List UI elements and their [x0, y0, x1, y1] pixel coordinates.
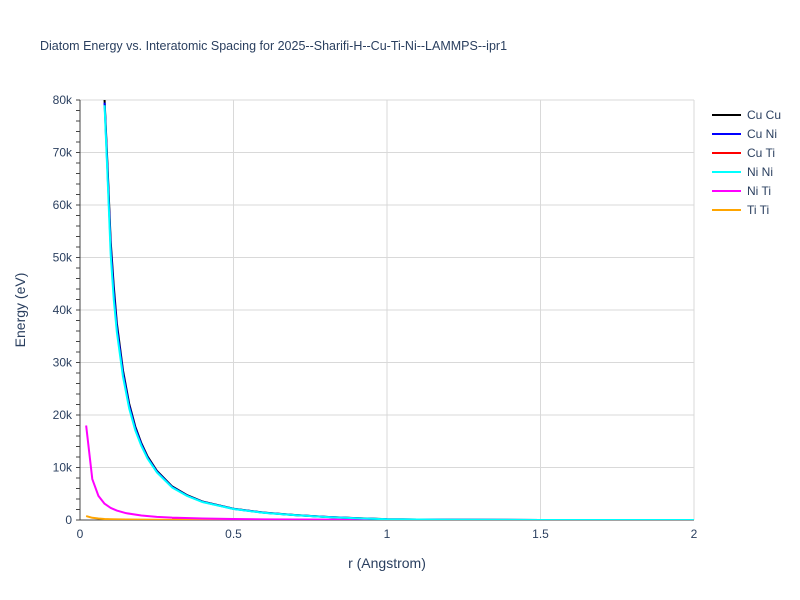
- legend-item[interactable]: Ti Ti: [712, 203, 769, 217]
- x-tick-label: 1.5: [532, 527, 549, 541]
- y-tick-label: 30k: [53, 356, 73, 370]
- y-tick-label: 40k: [53, 303, 73, 317]
- x-tick-label: 2: [691, 527, 698, 541]
- y-tick-label: 50k: [53, 251, 73, 265]
- legend-label: Cu Ti: [747, 146, 775, 160]
- y-tick-label: 70k: [53, 146, 73, 160]
- x-tick-label: 0: [77, 527, 84, 541]
- x-tick-label: 0.5: [225, 527, 242, 541]
- legend-item[interactable]: Cu Ti: [712, 146, 775, 160]
- legend-label: Cu Cu: [747, 108, 781, 122]
- legend: Cu Cu Cu Ni Cu Ti Ni Ni Ni Ti Ti Ti: [712, 108, 781, 217]
- plot-area: [85, 100, 694, 520]
- x-axis-title: r (Angstrom): [348, 555, 426, 571]
- x-tick-label: 1: [384, 527, 391, 541]
- legend-label: Ni Ti: [747, 184, 771, 198]
- legend-item[interactable]: Cu Ni: [712, 127, 777, 141]
- legend-label: Ni Ni: [747, 165, 773, 179]
- chart-title: Diatom Energy vs. Interatomic Spacing fo…: [40, 39, 507, 53]
- series-line-ni-ni: [103, 105, 694, 520]
- y-tick-label: 0: [65, 513, 72, 527]
- y-tick-label: 60k: [53, 198, 73, 212]
- y-tick-label: 20k: [53, 408, 73, 422]
- y-tick-label: 10k: [53, 461, 73, 475]
- y-tick-label: 80k: [53, 93, 73, 107]
- y-axis-title: Energy (eV): [12, 273, 28, 348]
- legend-item[interactable]: Ni Ni: [712, 165, 773, 179]
- legend-label: Cu Ni: [747, 127, 777, 141]
- legend-label: Ti Ti: [747, 203, 769, 217]
- legend-item[interactable]: Cu Cu: [712, 108, 781, 122]
- gridlines: [80, 99, 695, 520]
- legend-item[interactable]: Ni Ti: [712, 184, 771, 198]
- series-line-ni-ti: [85, 425, 694, 520]
